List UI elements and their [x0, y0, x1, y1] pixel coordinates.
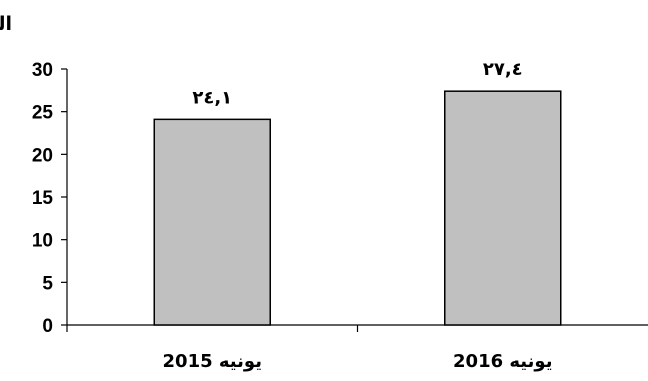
bar [444, 90, 562, 326]
bars [153, 90, 562, 326]
y-tick-label: 0 [42, 316, 53, 337]
data-label: ٢٤,١ [192, 87, 232, 108]
y-tick-label: 25 [32, 103, 54, 124]
x-category-label: يونيه 2015 [163, 351, 262, 372]
y-tick-label: 15 [32, 188, 54, 209]
bar [153, 118, 271, 326]
y-axis-label: العدد بالمليون [0, 13, 12, 35]
y-tick-label: 30 [32, 60, 53, 81]
x-category-label: يونيه 2016 [453, 351, 552, 372]
y-tick-label: 5 [42, 273, 53, 294]
labels: 0 5 10 15 20 25 30 ٢٤,١ يونيه 2015 ٢٧,٤ يونيه 2016 [32, 59, 553, 372]
data-label: ٢٧,٤ [483, 59, 523, 80]
y-tick-label: 20 [32, 145, 53, 166]
y-tick-label: 10 [32, 231, 53, 252]
